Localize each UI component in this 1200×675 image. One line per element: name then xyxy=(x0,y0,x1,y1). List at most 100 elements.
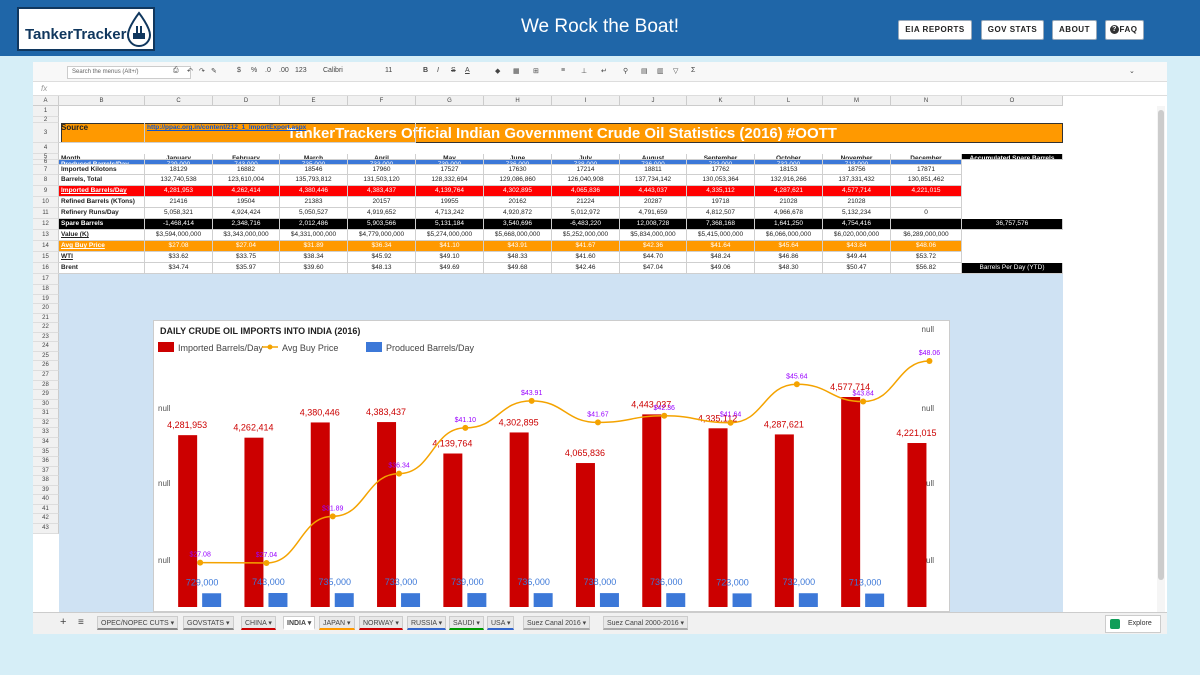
data-cell[interactable]: 126,040,908 xyxy=(552,175,620,186)
month-header[interactable]: January xyxy=(145,154,213,160)
column-header[interactable]: N xyxy=(891,96,962,106)
data-cell[interactable]: 17960 xyxy=(348,165,416,175)
column-header[interactable]: D xyxy=(213,96,280,106)
data-cell[interactable]: 21383 xyxy=(280,197,348,208)
data-cell[interactable]: 0 xyxy=(891,208,962,219)
row-label[interactable]: Barrels, Total xyxy=(59,175,145,186)
italic-button[interactable]: I xyxy=(437,67,439,74)
data-cell[interactable]: 4,713,242 xyxy=(416,208,484,219)
data-cell[interactable]: 732,000 xyxy=(755,160,823,165)
row-header[interactable]: 19 xyxy=(33,294,59,305)
data-cell[interactable]: 739,000 xyxy=(416,160,484,165)
column-header[interactable]: O xyxy=(962,96,1063,106)
data-cell[interactable]: 4,920,872 xyxy=(484,208,552,219)
paint-format-icon[interactable]: ✎ xyxy=(211,68,217,75)
column-header[interactable]: A xyxy=(33,96,59,106)
sheet-tab[interactable]: Suez Canal 2000-2016 ▾ xyxy=(603,616,689,630)
data-cell[interactable]: $56.82 xyxy=(891,263,962,274)
row-header[interactable]: 36 xyxy=(33,457,59,467)
data-cell[interactable]: -1,468,414 xyxy=(145,219,213,230)
vertical-align-icon[interactable]: ⊥ xyxy=(581,68,588,75)
data-cell[interactable]: 20157 xyxy=(348,197,416,208)
data-cell[interactable]: $41.10 xyxy=(416,241,484,252)
row-header[interactable]: 10 xyxy=(33,197,59,208)
row-header[interactable]: 31 xyxy=(33,409,59,419)
row-header[interactable]: 28 xyxy=(33,380,59,391)
sheet-tab[interactable]: JAPAN ▾ xyxy=(319,616,355,630)
data-cell[interactable]: $48.33 xyxy=(484,252,552,263)
column-header[interactable]: J xyxy=(620,96,687,106)
row-label[interactable]: Imported Kilotons xyxy=(59,165,145,175)
data-cell[interactable]: 17762 xyxy=(687,165,755,175)
borders-icon[interactable]: ▦ xyxy=(513,68,520,75)
fill-color-icon[interactable]: ◆ xyxy=(495,68,501,75)
data-cell[interactable]: 723,000 xyxy=(687,160,755,165)
month-header[interactable]: November xyxy=(823,154,891,160)
data-cell[interactable]: $50.47 xyxy=(823,263,891,274)
data-cell[interactable]: 1,641,250 xyxy=(755,219,823,230)
data-cell[interactable]: 4,383,437 xyxy=(348,186,416,197)
data-cell[interactable] xyxy=(891,160,962,165)
month-header[interactable]: September xyxy=(687,154,755,160)
data-cell[interactable]: 21224 xyxy=(552,197,620,208)
data-cell[interactable]: 4,262,414 xyxy=(213,186,280,197)
source-label[interactable]: Source xyxy=(59,123,145,143)
row-header[interactable]: 22 xyxy=(33,323,59,333)
row-header[interactable]: 20 xyxy=(33,304,59,314)
row-header[interactable]: 2 xyxy=(33,117,59,123)
row-header[interactable]: 23 xyxy=(33,332,59,343)
sheet-title[interactable]: TankerTrackers Official Indian Governmen… xyxy=(61,123,1063,143)
data-cell[interactable]: 2,348,716 xyxy=(213,219,280,230)
data-cell[interactable]: $5,415,000,000 xyxy=(687,230,755,241)
data-cell[interactable]: $39.60 xyxy=(280,263,348,274)
data-cell[interactable]: 18811 xyxy=(620,165,687,175)
vertical-scrollbar[interactable] xyxy=(1157,106,1165,626)
sheet-tab[interactable]: INDIA ▾ xyxy=(283,616,316,630)
row-header[interactable]: 33 xyxy=(33,428,59,438)
month-header[interactable]: March xyxy=(280,154,348,160)
sheet-tab[interactable]: Suez Canal 2016 ▾ xyxy=(523,616,591,630)
data-cell[interactable]: 4,287,621 xyxy=(755,186,823,197)
row-header[interactable]: 34 xyxy=(33,437,59,448)
row-header[interactable]: 37 xyxy=(33,466,59,477)
data-cell[interactable]: $36.34 xyxy=(348,241,416,252)
row-header[interactable]: 17 xyxy=(33,274,59,285)
percent-button[interactable]: % xyxy=(251,67,258,74)
nav-about-button[interactable]: ABOUT xyxy=(1052,20,1097,40)
data-cell[interactable]: 12,008,728 xyxy=(620,219,687,230)
data-cell[interactable]: 137,331,432 xyxy=(823,175,891,186)
data-cell[interactable]: 735,000 xyxy=(280,160,348,165)
data-cell[interactable]: 3,540,696 xyxy=(484,219,552,230)
row-header[interactable]: 13 xyxy=(33,230,59,241)
data-cell[interactable]: $48.30 xyxy=(755,263,823,274)
data-cell[interactable]: $47.04 xyxy=(620,263,687,274)
more-formats-button[interactable]: 123 xyxy=(295,67,307,74)
font-size-select[interactable]: 11 xyxy=(385,67,393,74)
month-label[interactable]: Month xyxy=(59,154,145,160)
column-header[interactable]: B xyxy=(59,96,145,106)
data-cell[interactable]: $33.75 xyxy=(213,252,280,263)
data-cell[interactable]: $5,668,000,000 xyxy=(484,230,552,241)
data-cell[interactable]: $44.70 xyxy=(620,252,687,263)
row-header[interactable]: 3 xyxy=(33,123,59,143)
row-header[interactable]: 6 xyxy=(33,159,59,165)
data-cell[interactable]: 4,281,953 xyxy=(145,186,213,197)
data-cell[interactable]: 130,851,462 xyxy=(891,175,962,186)
data-cell[interactable]: $48.13 xyxy=(348,263,416,274)
data-cell[interactable]: 130,053,364 xyxy=(687,175,755,186)
column-header[interactable]: C xyxy=(145,96,213,106)
data-cell[interactable]: $46.86 xyxy=(755,252,823,263)
data-cell[interactable]: 736,000 xyxy=(620,160,687,165)
decrease-decimal-button[interactable]: .0 xyxy=(265,67,271,74)
data-cell[interactable]: 5,058,321 xyxy=(145,208,213,219)
month-header[interactable]: June xyxy=(484,154,552,160)
data-cell[interactable]: 17214 xyxy=(552,165,620,175)
menu-search-input[interactable]: Search the menus (Alt+/) xyxy=(67,66,191,79)
data-cell[interactable]: 4,302,895 xyxy=(484,186,552,197)
data-cell[interactable]: 4,791,659 xyxy=(620,208,687,219)
link-icon[interactable]: ⚲ xyxy=(623,68,629,75)
row-label[interactable]: Produced Barrels/Day xyxy=(59,160,145,165)
row-header[interactable]: 39 xyxy=(33,485,59,496)
row-label[interactable]: Refined Barrels (KTons) xyxy=(59,197,145,208)
data-cell[interactable]: 5,131,184 xyxy=(416,219,484,230)
